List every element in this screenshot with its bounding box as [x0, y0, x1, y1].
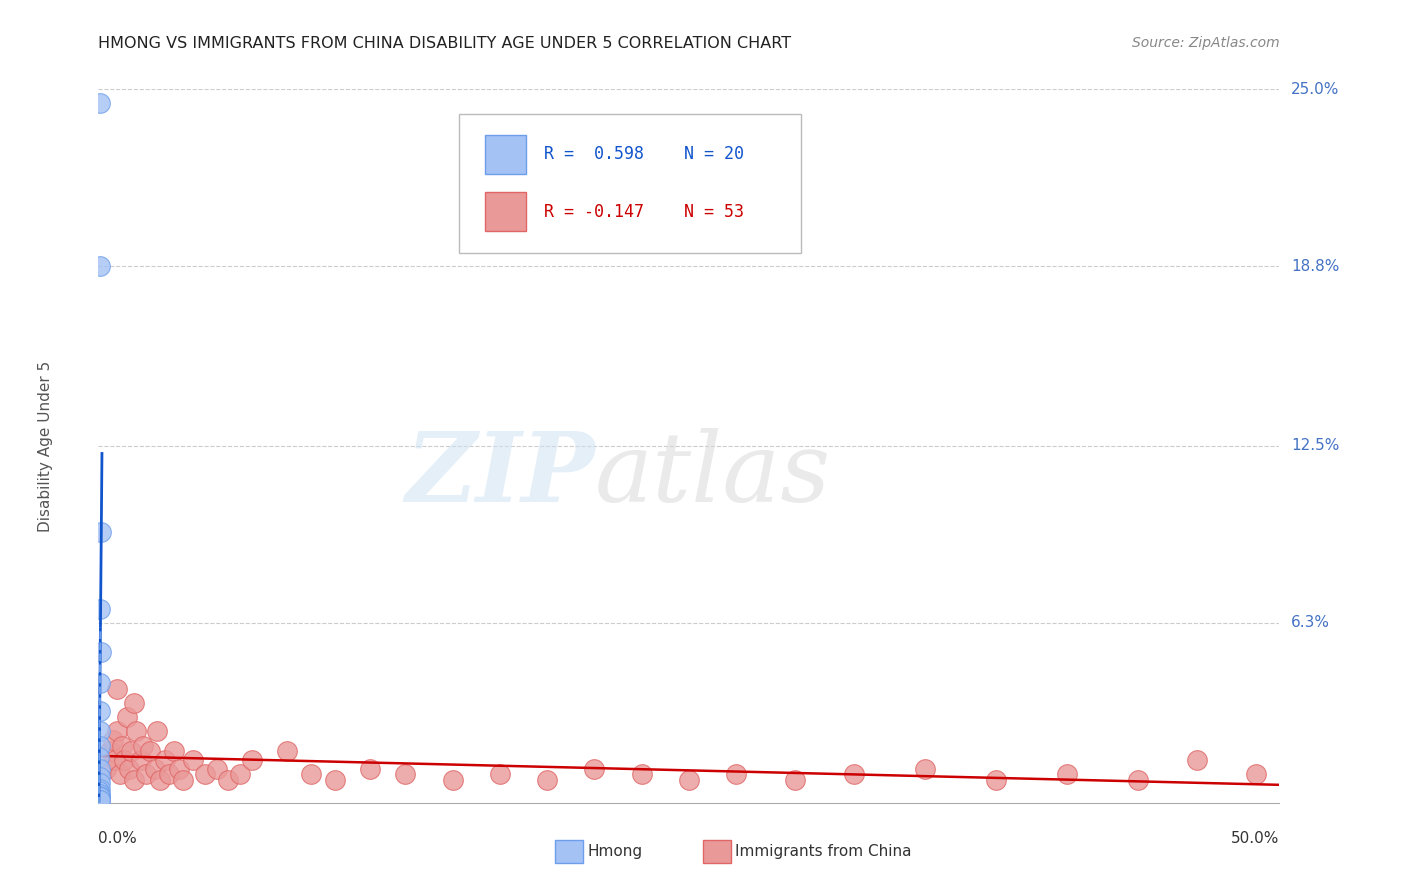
Point — [135, 767, 157, 781]
Point — [89, 739, 111, 753]
Text: R = -0.147    N = 53: R = -0.147 N = 53 — [544, 202, 744, 220]
Point — [181, 753, 204, 767]
Point — [89, 96, 111, 111]
Point — [149, 772, 172, 787]
Point — [229, 767, 252, 781]
Point — [94, 762, 117, 776]
Point — [157, 767, 180, 781]
Point — [89, 762, 111, 776]
Point — [489, 767, 512, 781]
Point — [89, 750, 111, 764]
Point — [115, 710, 138, 724]
Point — [118, 762, 141, 776]
Point — [785, 772, 807, 787]
Point — [101, 733, 124, 747]
Point — [678, 772, 700, 787]
Point — [163, 744, 186, 758]
Point — [205, 762, 228, 776]
Point — [89, 259, 111, 273]
Point — [104, 753, 127, 767]
Text: 50.0%: 50.0% — [1232, 831, 1279, 847]
Text: 25.0%: 25.0% — [1291, 82, 1340, 96]
Point — [89, 793, 111, 807]
Point — [111, 739, 134, 753]
Point — [89, 789, 111, 803]
Bar — [485, 135, 526, 174]
Point — [143, 762, 166, 776]
Point — [89, 781, 111, 796]
Point — [129, 753, 152, 767]
Text: 0.0%: 0.0% — [98, 831, 138, 847]
Point — [1056, 767, 1078, 781]
Text: 18.8%: 18.8% — [1291, 259, 1340, 274]
Point — [89, 676, 111, 690]
Point — [1244, 767, 1267, 781]
Point — [172, 772, 194, 787]
Text: 6.3%: 6.3% — [1291, 615, 1330, 631]
Point — [121, 744, 143, 758]
Point — [153, 753, 176, 767]
Point — [194, 767, 217, 781]
Text: ZIP: ZIP — [405, 427, 595, 522]
Point — [89, 784, 111, 798]
Point — [89, 705, 111, 719]
Text: Source: ZipAtlas.com: Source: ZipAtlas.com — [1132, 36, 1279, 50]
Point — [89, 770, 111, 784]
Point — [105, 724, 128, 739]
Text: Hmong: Hmong — [588, 845, 643, 859]
Point — [725, 767, 748, 781]
Point — [108, 767, 131, 781]
Point — [132, 739, 155, 753]
Point — [583, 762, 606, 776]
Point — [217, 772, 239, 787]
Point — [89, 787, 111, 801]
Point — [914, 762, 936, 776]
Point — [122, 696, 145, 710]
Point — [276, 744, 298, 758]
Point — [125, 724, 148, 739]
Point — [105, 681, 128, 696]
Point — [536, 772, 558, 787]
Point — [122, 772, 145, 787]
Bar — [485, 192, 526, 231]
Text: 12.5%: 12.5% — [1291, 439, 1340, 453]
Point — [240, 753, 263, 767]
Point — [299, 767, 322, 781]
Text: Immigrants from China: Immigrants from China — [735, 845, 912, 859]
Point — [441, 772, 464, 787]
Point — [359, 762, 381, 776]
Point — [89, 601, 111, 615]
Point — [844, 767, 866, 781]
Point — [89, 790, 111, 805]
Point — [90, 524, 112, 539]
Point — [630, 767, 652, 781]
Text: Disability Age Under 5: Disability Age Under 5 — [38, 360, 53, 532]
Point — [984, 772, 1007, 787]
Point — [167, 762, 190, 776]
Point — [90, 644, 112, 658]
Point — [1126, 772, 1149, 787]
Point — [89, 776, 111, 790]
Point — [89, 724, 111, 739]
Point — [89, 793, 111, 807]
Point — [98, 744, 121, 758]
Point — [1185, 753, 1208, 767]
Point — [139, 744, 162, 758]
Point — [394, 767, 416, 781]
Text: HMONG VS IMMIGRANTS FROM CHINA DISABILITY AGE UNDER 5 CORRELATION CHART: HMONG VS IMMIGRANTS FROM CHINA DISABILIT… — [98, 36, 792, 51]
Point — [323, 772, 346, 787]
Text: R =  0.598    N = 20: R = 0.598 N = 20 — [544, 145, 744, 163]
Point — [112, 753, 135, 767]
Point — [146, 724, 169, 739]
FancyBboxPatch shape — [458, 114, 801, 253]
Text: atlas: atlas — [595, 427, 831, 522]
